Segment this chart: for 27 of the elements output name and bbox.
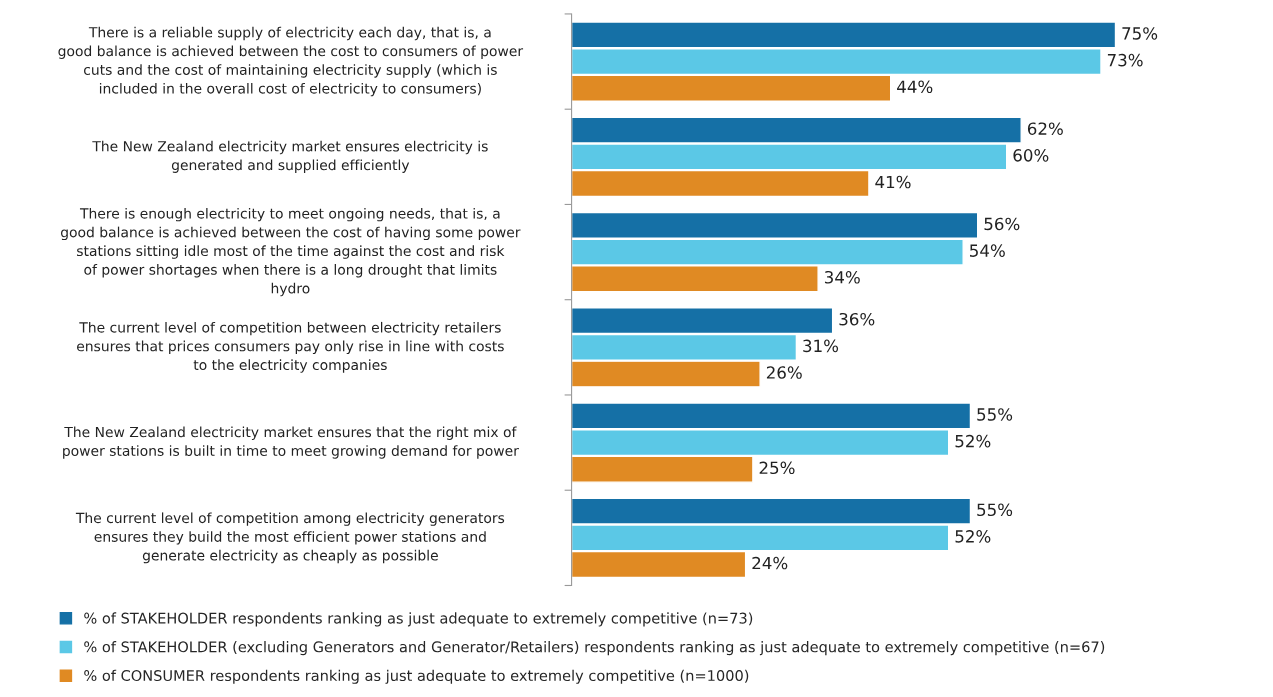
data-label: 54% [970,244,1005,257]
data-label: 24% [752,556,788,570]
legend-label: % of CONSUMER respondents ranking as just adequate to extremely competitive (n=1000) [84,669,749,684]
data-label: 52% [955,434,991,448]
legend-label: % of STAKEHOLDER respondents ranking as just adequate to extremely competitive (n=73) [84,612,753,627]
data-label: 55% [977,408,1013,421]
data-label: 56% [984,217,1020,231]
data-label: 44% [897,80,933,94]
data-label: 26% [766,366,802,379]
data-label: 75% [1122,27,1158,40]
y-tick-label: The New Zealand electricity market ensures that the right mix of power stations is built in time to meet growing demand for power [63,426,519,459]
data-label: 73% [1107,53,1143,67]
y-tick-label: The current level of competition among electricity generators ensures they build the most efficient power stations and generate electricity as cheaply as possible [75,512,505,564]
y-tick-label: The current level of competition between electricity retailers ensures that prices consumers pay only rise in line with costs to the electricity companies [77,321,504,373]
legend-label: % of STAKEHOLDER (excluding Generators and Generator/Retailers) respondents ranking as just adequate to extremely competitive (n=67) [84,641,1105,656]
data-label: 62% [1027,122,1063,135]
y-tick-label: There is enough electricity to meet ongoing needs, that is, a good balance is achieved between the cost of having some power stations sitting idle most of the time against the cost and risk of power shortages when there is a long drought that limits hydro [60,207,521,297]
data-label: 34% [824,270,860,284]
y-tick-label: There is a reliable supply of electricity each day, that is, a good balance is achieved between the cost to consumers of power cuts and the cost of maintaining electricity supply (which is included in the overall cost of electricity to consumers) [58,26,524,97]
data-label: 36% [839,312,875,326]
y-tick-label: The New Zealand electricity market ensures electricity is generated and supplied efficiently [92,140,488,173]
data-label: 60% [1013,149,1049,162]
data-label: 25% [759,461,795,475]
data-label: 52% [955,530,991,543]
data-label: 41% [875,175,911,189]
data-label: 55% [977,503,1013,517]
data-label: 31% [803,339,839,353]
